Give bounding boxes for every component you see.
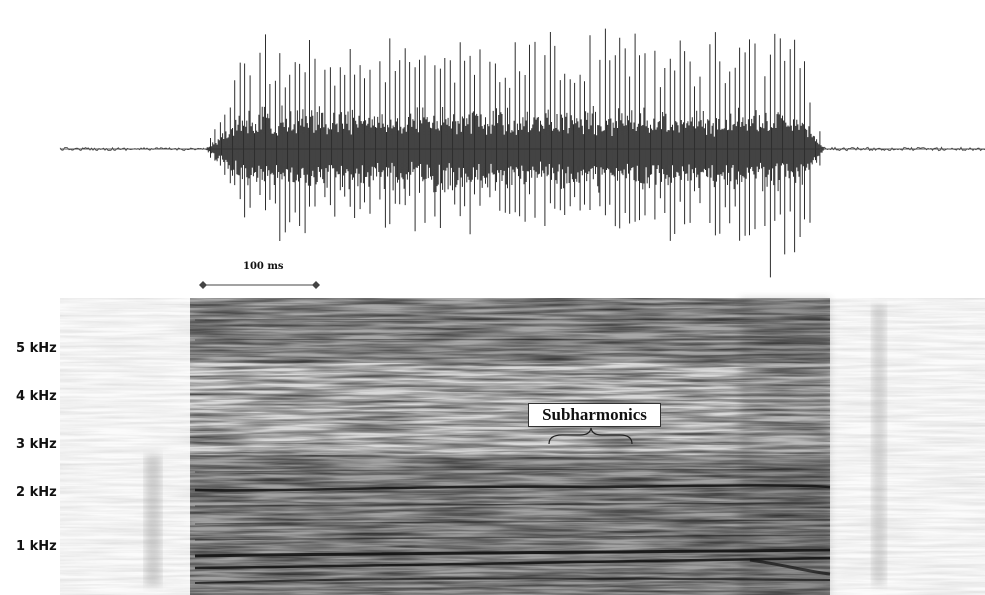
frequency-label-5khz: 5 kHz [16,341,57,356]
waveform [59,28,985,278]
frequency-label-2khz: 2 kHz [16,485,57,500]
waveform-noise-right [819,146,985,152]
time-scale-label: 100 ms [243,261,284,272]
scale-left-marker [199,281,207,289]
waveform-signal [205,28,825,278]
frequency-label-1khz: 1 kHz [16,539,57,554]
subharmonics-annotation: Subharmonics [528,403,661,427]
frequency-label-3khz: 3 kHz [16,437,57,452]
spectrogram [60,298,985,595]
frequency-label-4khz: 4 kHz [16,389,57,404]
subharmonics-brace [548,427,633,445]
time-scale-bar [199,281,320,289]
scale-right-marker [312,281,320,289]
waveform-noise-left [59,146,205,152]
harmonic-lines [194,318,831,584]
